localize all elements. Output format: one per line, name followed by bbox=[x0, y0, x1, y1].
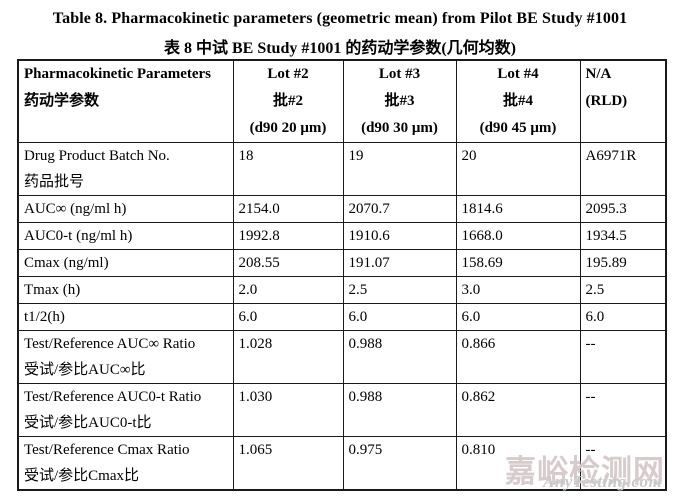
cell-value: 158.69 bbox=[455, 249, 581, 277]
table-row-cmax: Cmax (ng/ml) 208.55 191.07 158.69 195.89 bbox=[17, 249, 667, 277]
row-label: Drug Product Batch No. 药品批号 bbox=[17, 142, 234, 196]
cell-value: 0.975 bbox=[342, 436, 457, 491]
cell-value: 0.862 bbox=[455, 383, 581, 437]
table-row-batch-no: Drug Product Batch No. 药品批号 18 19 20 A69… bbox=[17, 142, 667, 196]
row-label: AUC0-t (ng/ml h) bbox=[17, 222, 234, 250]
row-label-zh: 受试/参比Cmax比 bbox=[24, 468, 139, 484]
header-lot2: Lot #2 批#2 (d90 20 μm) bbox=[232, 59, 344, 143]
header-lot4: Lot #4 批#4 (d90 45 μm) bbox=[455, 59, 581, 143]
cell-value: 2.5 bbox=[579, 276, 667, 304]
cell-value: 6.0 bbox=[342, 303, 457, 331]
cell-value: 1992.8 bbox=[232, 222, 344, 250]
row-label-en: Test/Reference Cmax Ratio bbox=[24, 442, 190, 458]
cell-value: 1934.5 bbox=[579, 222, 667, 250]
cell-value: 6.0 bbox=[579, 303, 667, 331]
row-label-en: Cmax (ng/ml) bbox=[24, 255, 109, 271]
cell-value: 1.030 bbox=[232, 383, 344, 437]
cell-value: 6.0 bbox=[455, 303, 581, 331]
row-label: Cmax (ng/ml) bbox=[17, 249, 234, 277]
pk-parameters-table: Pharmacokinetic Parameters 药动学参数 Lot #2 … bbox=[17, 59, 667, 491]
cell-value: 1.065 bbox=[232, 436, 344, 491]
cell-value: 1.028 bbox=[232, 330, 344, 384]
cell-value: -- bbox=[579, 383, 667, 437]
cell-value: 195.89 bbox=[579, 249, 667, 277]
row-label-zh: 受试/参比AUC∞比 bbox=[24, 362, 146, 378]
cell-value: 1668.0 bbox=[455, 222, 581, 250]
table-row-tmax: Tmax (h) 2.0 2.5 3.0 2.5 bbox=[17, 276, 667, 304]
header-lot4-zh: 批#4 bbox=[502, 93, 533, 109]
cell-value: 191.07 bbox=[342, 249, 457, 277]
header-lot3-d90: (d90 30 μm) bbox=[361, 120, 438, 136]
row-label-en: Tmax (h) bbox=[24, 282, 81, 298]
cell-value: 0.988 bbox=[342, 330, 457, 384]
cell-value: 208.55 bbox=[232, 249, 344, 277]
row-label-zh: 药品批号 bbox=[24, 174, 85, 190]
header-lot3: Lot #3 批#3 (d90 30 μm) bbox=[342, 59, 457, 143]
cell-value: 2070.7 bbox=[342, 195, 457, 223]
cell-value: 19 bbox=[342, 142, 457, 196]
cell-value: 6.0 bbox=[232, 303, 344, 331]
row-label-en: AUC∞ (ng/ml h) bbox=[24, 201, 127, 217]
table-row-auc0t: AUC0-t (ng/ml h) 1992.8 1910.6 1668.0 19… bbox=[17, 222, 667, 250]
cell-value: 18 bbox=[232, 142, 344, 196]
row-label: AUC∞ (ng/ml h) bbox=[17, 195, 234, 223]
header-lot3-en: Lot #3 bbox=[378, 66, 421, 82]
cell-value: 3.0 bbox=[455, 276, 581, 304]
cell-value: 2.0 bbox=[232, 276, 344, 304]
header-lot4-d90: (d90 45 μm) bbox=[479, 120, 557, 136]
table-row-ratio-cmax: Test/Reference Cmax Ratio 受试/参比Cmax比 1.0… bbox=[17, 436, 667, 491]
header-lot4-en: Lot #4 bbox=[497, 66, 539, 82]
row-label: Test/Reference AUC0-t Ratio 受试/参比AUC0-t比 bbox=[17, 383, 234, 437]
table-title-en: Table 8. Pharmacokinetic parameters (geo… bbox=[52, 10, 628, 27]
row-label: t1/2(h) bbox=[17, 303, 234, 331]
table-header-row: Pharmacokinetic Parameters 药动学参数 Lot #2 … bbox=[17, 59, 667, 143]
row-label-en: AUC0-t (ng/ml h) bbox=[24, 228, 133, 244]
cell-value: -- bbox=[579, 330, 667, 384]
row-label-en: Test/Reference AUC0-t Ratio bbox=[24, 389, 202, 405]
row-label-en: t1/2(h) bbox=[24, 309, 65, 325]
cell-value: 0.988 bbox=[342, 383, 457, 437]
table-row-ratio-auc-inf: Test/Reference AUC∞ Ratio 受试/参比AUC∞比 1.0… bbox=[17, 330, 667, 384]
table-row-ratio-auc0t: Test/Reference AUC0-t Ratio 受试/参比AUC0-t比… bbox=[17, 383, 667, 437]
row-label: Test/Reference AUC∞ Ratio 受试/参比AUC∞比 bbox=[17, 330, 234, 384]
header-rld: N/A (RLD) bbox=[579, 59, 667, 143]
header-parameters-en: Pharmacokinetic Parameters bbox=[24, 66, 212, 82]
row-label-zh: 受试/参比AUC0-t比 bbox=[24, 415, 152, 431]
table-row-thalf: t1/2(h) 6.0 6.0 6.0 6.0 bbox=[17, 303, 667, 331]
row-label-en: Test/Reference AUC∞ Ratio bbox=[24, 336, 196, 352]
row-label: Test/Reference Cmax Ratio 受试/参比Cmax比 bbox=[17, 436, 234, 491]
cell-value: 1910.6 bbox=[342, 222, 457, 250]
table-row-auc-inf: AUC∞ (ng/ml h) 2154.0 2070.7 1814.6 2095… bbox=[17, 195, 667, 223]
cell-value: 2154.0 bbox=[232, 195, 344, 223]
header-lot3-zh: 批#3 bbox=[384, 93, 415, 109]
header-rld-na: N/A bbox=[585, 66, 612, 82]
row-label-en: Drug Product Batch No. bbox=[24, 148, 170, 164]
header-lot2-d90: (d90 20 μm) bbox=[249, 120, 327, 136]
header-rld-label: (RLD) bbox=[585, 93, 628, 109]
cell-value: 2.5 bbox=[342, 276, 457, 304]
cell-value: 2095.3 bbox=[579, 195, 667, 223]
row-label: Tmax (h) bbox=[17, 276, 234, 304]
cell-value: 1814.6 bbox=[455, 195, 581, 223]
header-lot2-en: Lot #2 bbox=[267, 66, 309, 82]
cell-value: 0.810 bbox=[455, 436, 581, 491]
header-parameters: Pharmacokinetic Parameters 药动学参数 bbox=[17, 59, 234, 143]
table-title-zh: 表 8 中试 BE Study #1001 的药动学参数(几何均数) bbox=[163, 40, 517, 57]
header-parameters-zh: 药动学参数 bbox=[24, 93, 100, 109]
header-lot2-zh: 批#2 bbox=[272, 93, 303, 109]
cell-value: 0.866 bbox=[455, 330, 581, 384]
cell-value: -- bbox=[579, 436, 667, 491]
cell-value: 20 bbox=[455, 142, 581, 196]
cell-value: A6971R bbox=[579, 142, 667, 196]
